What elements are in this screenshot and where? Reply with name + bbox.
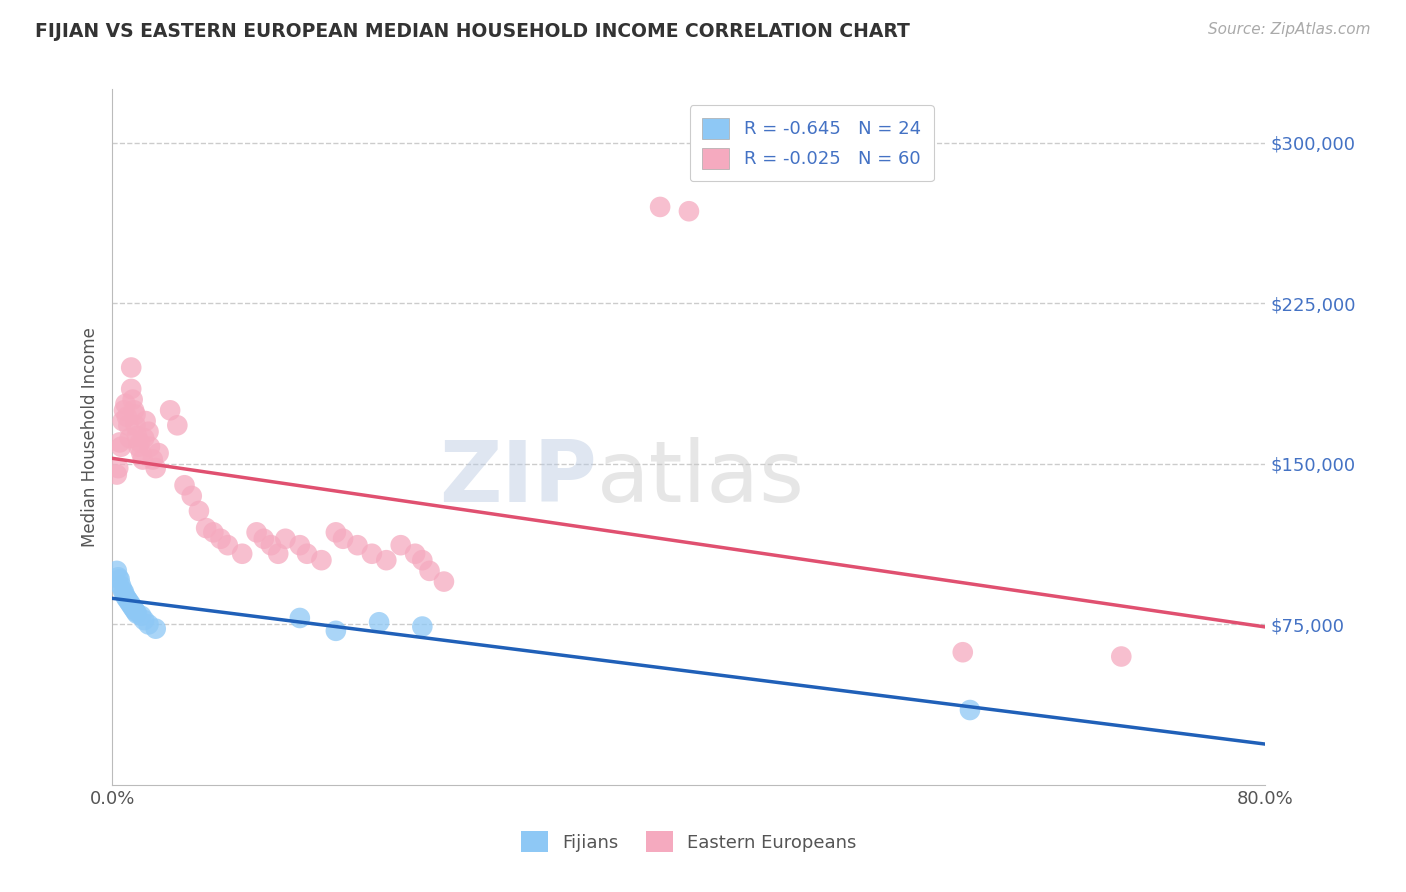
Point — [124, 418, 146, 433]
Point — [120, 382, 142, 396]
Point — [650, 200, 672, 214]
Point — [274, 532, 297, 546]
Point — [125, 429, 148, 443]
Point — [105, 564, 128, 578]
Point — [124, 605, 146, 619]
Point — [180, 489, 202, 503]
Point — [311, 553, 333, 567]
Text: ZIP: ZIP — [439, 437, 596, 520]
Point — [115, 409, 138, 424]
Point — [125, 607, 148, 621]
Point — [117, 418, 139, 433]
Point — [129, 608, 153, 623]
Point — [139, 440, 162, 454]
Point — [135, 414, 157, 428]
Point — [122, 403, 145, 417]
Point — [107, 461, 129, 475]
Point — [110, 579, 132, 593]
Point — [118, 431, 141, 445]
Point — [1111, 649, 1133, 664]
Y-axis label: Median Household Income: Median Household Income — [80, 327, 98, 547]
Point — [107, 570, 129, 584]
Point — [114, 397, 136, 411]
Point — [389, 538, 412, 552]
Point — [111, 583, 134, 598]
Point — [195, 521, 218, 535]
Point — [375, 553, 398, 567]
Point — [217, 538, 239, 552]
Point — [325, 525, 347, 540]
Point — [145, 622, 167, 636]
Point — [419, 564, 441, 578]
Point — [120, 360, 142, 375]
Point — [411, 553, 433, 567]
Point — [121, 392, 143, 407]
Point — [173, 478, 195, 492]
Point — [114, 590, 136, 604]
Point — [288, 538, 311, 552]
Point — [404, 547, 426, 561]
Point — [120, 598, 142, 612]
Text: atlas: atlas — [596, 437, 804, 520]
Point — [202, 525, 225, 540]
Point — [132, 452, 155, 467]
Point — [108, 435, 131, 450]
Point — [231, 547, 253, 561]
Point — [295, 547, 318, 561]
Point — [129, 446, 153, 460]
Point — [368, 615, 391, 630]
Point — [253, 532, 276, 546]
Point — [325, 624, 347, 638]
Point — [110, 440, 132, 454]
Point — [260, 538, 283, 552]
Point — [138, 617, 160, 632]
Point — [108, 573, 131, 587]
Point — [127, 440, 149, 454]
Text: Source: ZipAtlas.com: Source: ZipAtlas.com — [1208, 22, 1371, 37]
Point — [117, 594, 139, 608]
Point — [134, 431, 156, 445]
Point — [124, 408, 146, 422]
Point — [121, 600, 143, 615]
Point — [145, 461, 167, 475]
Point — [346, 538, 368, 552]
Point — [159, 403, 181, 417]
Point — [118, 596, 141, 610]
Point — [166, 418, 188, 433]
Point — [678, 204, 700, 219]
Point — [952, 645, 974, 659]
Legend: Fijians, Eastern Europeans: Fijians, Eastern Europeans — [513, 824, 865, 859]
Point — [122, 602, 145, 616]
Point — [111, 414, 134, 428]
Point — [128, 435, 150, 450]
Point — [267, 547, 290, 561]
Point — [332, 532, 354, 546]
Point — [138, 425, 160, 439]
Point — [112, 585, 135, 599]
Point — [246, 525, 269, 540]
Point — [115, 591, 138, 606]
Point — [288, 611, 311, 625]
Point — [134, 613, 156, 627]
Point — [112, 403, 135, 417]
Point — [188, 504, 211, 518]
Text: FIJIAN VS EASTERN EUROPEAN MEDIAN HOUSEHOLD INCOME CORRELATION CHART: FIJIAN VS EASTERN EUROPEAN MEDIAN HOUSEH… — [35, 22, 910, 41]
Point — [209, 532, 232, 546]
Point — [105, 467, 128, 482]
Point — [148, 446, 170, 460]
Point — [411, 619, 433, 633]
Point — [360, 547, 382, 561]
Point — [959, 703, 981, 717]
Point — [142, 452, 165, 467]
Point — [433, 574, 456, 589]
